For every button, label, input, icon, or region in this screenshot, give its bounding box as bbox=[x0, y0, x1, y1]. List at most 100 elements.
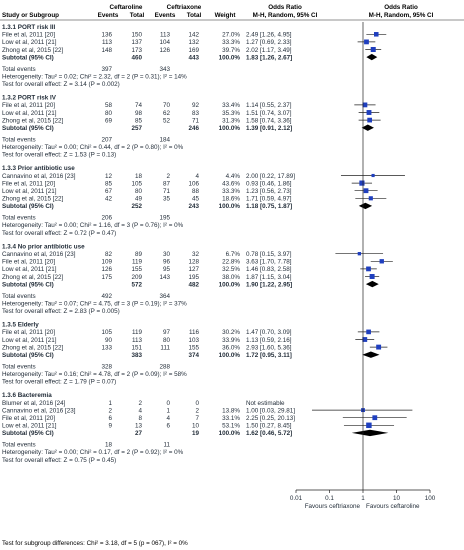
study-weight: 31.3% bbox=[222, 117, 240, 124]
subtotal-weight: 100.0% bbox=[219, 54, 241, 61]
subtotal-total-ceftriaxone: 246 bbox=[188, 125, 199, 132]
events-ceftaroline: 133 bbox=[101, 344, 112, 351]
effect-square bbox=[359, 180, 365, 186]
total-events-label: Total events bbox=[2, 442, 36, 449]
study-weight: 36.0% bbox=[222, 344, 240, 351]
total-ceftaroline: 150 bbox=[131, 32, 142, 39]
total-events-ceftaroline: 328 bbox=[101, 363, 112, 370]
effect-square bbox=[366, 266, 371, 272]
total-events-label: Total events bbox=[2, 363, 36, 370]
events-ceftriaxone: 1 bbox=[166, 407, 170, 414]
subtotal-diamond bbox=[362, 351, 380, 358]
total-ceftriaxone: 195 bbox=[188, 274, 199, 281]
events-ceftaroline: 6 bbox=[108, 415, 112, 422]
subtotal-row: Subtotal (95% CI) 383 374 100.0% 1.72 [0.95,… bbox=[2, 351, 380, 359]
study-row: Low et al, 2011 [21] 126 155 95 127 32.5% 1.46… bbox=[2, 266, 377, 273]
study-odds-ratio: 2.00 [0.22, 17.89] bbox=[246, 173, 295, 180]
subtotal-label: Subtotal (95% CI) bbox=[2, 125, 54, 132]
effect-square bbox=[363, 188, 369, 194]
total-events-ceftriaxone: 11 bbox=[163, 442, 170, 449]
total-ceftaroline: 8 bbox=[138, 415, 142, 422]
total-ceftaroline: 137 bbox=[131, 39, 142, 46]
study-row: Zhong et al, 2015 [22] 69 85 52 71 31.3% 1.58 … bbox=[2, 117, 381, 124]
study-odds-ratio: 3.63 [1.70, 7.78] bbox=[246, 259, 292, 266]
events-ceftriaxone: 96 bbox=[163, 259, 171, 266]
study-odds-ratio: 0.78 [0.15, 3.97] bbox=[246, 251, 292, 258]
effect-square bbox=[371, 173, 375, 178]
header-weight: Weight bbox=[215, 12, 237, 19]
subtotal-weight: 100.0% bbox=[219, 352, 241, 359]
total-ceftriaxone: 127 bbox=[188, 266, 199, 273]
header-events-1: Events bbox=[98, 12, 119, 19]
effect-square bbox=[362, 337, 368, 342]
study-name: Zhong et al, 2015 [22] bbox=[2, 196, 64, 203]
study-weight: 38.0% bbox=[222, 274, 240, 281]
study-odds-ratio: 1.71 [0.59, 4.97] bbox=[246, 196, 292, 203]
study-weight: 18.6% bbox=[222, 196, 240, 203]
total-ceftaroline: 151 bbox=[131, 344, 142, 351]
total-ceftaroline: 85 bbox=[135, 117, 143, 124]
heterogeneity-text: Heterogeneity: Tau² = 0.00; Chi² = 0.17,… bbox=[2, 449, 184, 456]
subgroup-title: 1.3.3 Prior antibiotic use bbox=[2, 165, 75, 172]
effect-square bbox=[370, 46, 376, 53]
events-ceftriaxone: 113 bbox=[160, 32, 171, 39]
total-events-ceftaroline: 397 bbox=[101, 66, 112, 73]
subtotal-total-ceftaroline: 252 bbox=[131, 203, 142, 210]
subtotal-diamond bbox=[366, 53, 378, 61]
study-name: Low et al, 2011 [21] bbox=[2, 423, 57, 430]
total-events-ceftriaxone: 184 bbox=[159, 136, 170, 143]
overall-effect-text: Test for overall effect: Z = 2.83 (P = 0… bbox=[2, 308, 120, 315]
study-odds-ratio: 0.93 [0.46, 1.86] bbox=[246, 180, 292, 187]
study-odds-ratio: 1.51 [0.74, 3.07] bbox=[246, 110, 292, 117]
events-ceftaroline: 9 bbox=[108, 423, 112, 430]
subtotal-total-ceftriaxone: 243 bbox=[188, 203, 199, 210]
subgroup-title: 1.3.4 No prior antibiotic use bbox=[2, 243, 85, 250]
study-weight: 30.2% bbox=[222, 329, 240, 336]
total-events-label: Total events bbox=[2, 136, 36, 143]
total-ceftriaxone: 4 bbox=[195, 173, 199, 180]
events-ceftriaxone: 30 bbox=[163, 251, 171, 258]
study-weight: 35.3% bbox=[222, 110, 240, 117]
effect-square bbox=[366, 329, 371, 335]
effect-square bbox=[368, 196, 373, 201]
events-ceftriaxone: 95 bbox=[163, 266, 171, 273]
study-odds-ratio: 1.58 [0.74, 3.36] bbox=[246, 117, 292, 124]
header-total-2: Total bbox=[187, 12, 202, 19]
subtotal-total-ceftriaxone: 482 bbox=[188, 281, 199, 288]
study-weight: 39.7% bbox=[222, 47, 240, 54]
total-ceftaroline: 49 bbox=[135, 196, 143, 203]
heterogeneity-text: Heterogeneity: Tau² = 0.02; Chi² = 2.32,… bbox=[2, 73, 187, 80]
study-name: Low et al, 2011 [21] bbox=[2, 266, 57, 273]
header-or-title-left: Odds Ratio bbox=[268, 4, 302, 11]
total-events-ceftriaxone: 343 bbox=[159, 66, 170, 73]
events-ceftriaxone: 104 bbox=[159, 39, 170, 46]
study-row: File et al, 2011 [20] 105 119 97 116 30.2% 1.4… bbox=[2, 329, 380, 336]
study-weight: 33.9% bbox=[222, 337, 240, 344]
study-name: Low et al, 2011 [21] bbox=[2, 337, 57, 344]
study-weight: 6.7% bbox=[226, 251, 241, 258]
total-ceftaroline: 119 bbox=[132, 259, 143, 266]
events-ceftriaxone: 70 bbox=[163, 102, 171, 109]
heterogeneity-text: Heterogeneity: Tau² = 0.07; Chi² = 4.75,… bbox=[2, 300, 187, 307]
header-group1: Ceftaroline bbox=[110, 4, 143, 11]
subtotal-diamond bbox=[358, 202, 373, 210]
overall-effect-text: Test for overall effect: Z = 1.79 (P = 0… bbox=[2, 379, 116, 386]
events-ceftriaxone: 143 bbox=[159, 274, 170, 281]
study-row: Low et al, 2011 [21] 90 113 80 103 33.9% 1.13 … bbox=[2, 337, 375, 344]
total-ceftriaxone: 32 bbox=[192, 251, 200, 258]
study-weight: 43.6% bbox=[222, 180, 240, 187]
effect-square bbox=[362, 102, 368, 108]
overall-effect-text: Test for overall effect: Z = 0.75 (P = 0… bbox=[2, 457, 116, 464]
subgroup-differences-footer: Test for subgroup differences: Chi² = 3.… bbox=[2, 540, 188, 547]
subtotal-odds-ratio: 1.18 [0.75, 1.87] bbox=[246, 203, 292, 210]
subtotal-row: Subtotal (95% CI) 252 243 100.0% 1.18 [0.75,… bbox=[2, 202, 373, 210]
events-ceftriaxone: 87 bbox=[163, 180, 171, 187]
events-ceftaroline: 175 bbox=[101, 274, 112, 281]
subtotal-row: Subtotal (95% CI) 257 246 100.0% 1.39 [0.91,… bbox=[2, 124, 374, 132]
total-ceftriaxone: 45 bbox=[192, 196, 200, 203]
total-ceftriaxone: 92 bbox=[192, 102, 200, 109]
subtotal-total-ceftriaxone: 374 bbox=[188, 352, 199, 359]
total-ceftriaxone: 83 bbox=[192, 110, 200, 117]
study-row: Zhong et al, 2015 [22] 148 173 126 169 39.7% 2… bbox=[2, 46, 382, 54]
